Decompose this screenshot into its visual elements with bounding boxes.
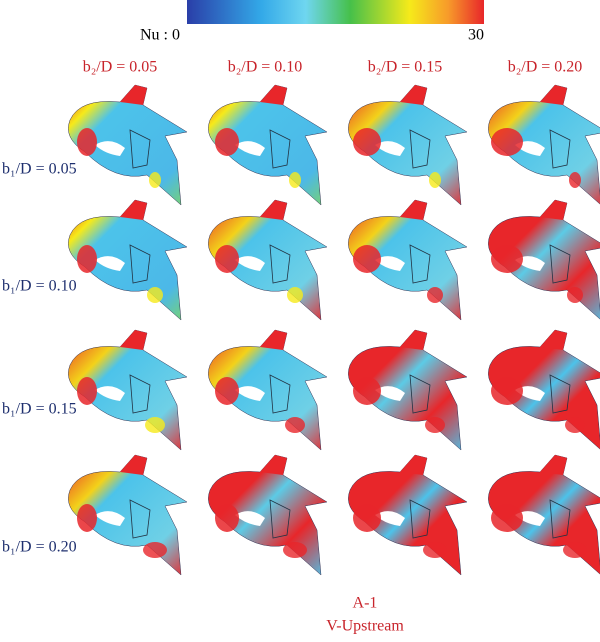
contour-plot — [67, 84, 188, 206]
hot-spot — [77, 377, 97, 405]
hot-spot — [215, 504, 239, 532]
hot-spot — [353, 377, 381, 405]
caption: A-1 — [353, 595, 378, 612]
contour-plot — [487, 329, 600, 451]
hot-spot — [77, 128, 97, 156]
contour-plot — [67, 329, 188, 451]
contour-grid — [67, 84, 600, 576]
fin — [400, 85, 427, 105]
contour-plot — [207, 454, 328, 576]
fin — [120, 85, 147, 105]
fin — [260, 85, 287, 105]
column-header: b₂/D = 0.05 — [83, 59, 158, 76]
hot-spot — [215, 377, 239, 405]
fin — [400, 455, 427, 475]
hot-spot — [287, 287, 303, 303]
hot-spot — [423, 542, 447, 558]
caption: V-Upstream — [326, 618, 404, 635]
hot-spot — [491, 128, 523, 156]
hot-spot — [285, 417, 305, 433]
hot-spot — [565, 417, 585, 433]
contour-plot — [347, 199, 468, 321]
hot-spot — [567, 287, 583, 303]
contour-plot — [487, 454, 600, 576]
hot-spot — [353, 128, 381, 156]
fin — [120, 200, 147, 220]
fin — [400, 330, 427, 350]
hot-spot — [283, 542, 307, 558]
row-header: b₁/D = 0.10 — [2, 278, 77, 295]
contour-plot — [67, 199, 188, 321]
row-header: b₁/D = 0.20 — [2, 539, 77, 556]
contour-plot — [347, 454, 468, 576]
hot-spot — [491, 504, 523, 532]
row-header: b₁/D = 0.15 — [2, 401, 77, 418]
fin — [540, 85, 567, 105]
colorbar-min-label: Nu : 0 — [140, 27, 180, 44]
hot-spot — [427, 287, 443, 303]
fin — [540, 455, 567, 475]
contour-plot — [347, 84, 468, 206]
column-header: b₂/D = 0.20 — [508, 59, 583, 76]
hot-spot — [353, 504, 381, 532]
fin — [260, 200, 287, 220]
contour-plot — [207, 199, 328, 321]
contour-plot — [207, 329, 328, 451]
contour-plot — [207, 84, 328, 206]
hot-spot — [145, 417, 165, 433]
row-header: b₁/D = 0.05 — [2, 161, 77, 178]
hot-spot — [569, 172, 581, 188]
hot-spot — [425, 417, 445, 433]
colorbar-max-label: 30 — [468, 27, 484, 44]
column-header: b₂/D = 0.15 — [368, 59, 443, 76]
fin — [260, 330, 287, 350]
fin — [120, 330, 147, 350]
hot-spot — [491, 377, 523, 405]
hot-spot — [215, 245, 239, 273]
contour-plot — [487, 199, 600, 321]
column-header: b₂/D = 0.10 — [228, 59, 303, 76]
fin — [260, 455, 287, 475]
hot-spot — [491, 245, 523, 273]
hot-spot — [149, 172, 161, 188]
hot-spot — [353, 245, 381, 273]
hot-spot — [429, 172, 441, 188]
fin — [540, 330, 567, 350]
fin — [400, 200, 427, 220]
hot-spot — [147, 287, 163, 303]
contour-plot — [67, 454, 188, 576]
hot-spot — [215, 128, 239, 156]
fin — [120, 455, 147, 475]
colorbar — [187, 0, 484, 24]
hot-spot — [143, 542, 167, 558]
hot-spot — [77, 504, 97, 532]
contour-plot — [487, 84, 600, 206]
contour-plot — [347, 329, 468, 451]
hot-spot — [563, 542, 587, 558]
hot-spot — [77, 245, 97, 273]
fin — [540, 200, 567, 220]
hot-spot — [289, 172, 301, 188]
